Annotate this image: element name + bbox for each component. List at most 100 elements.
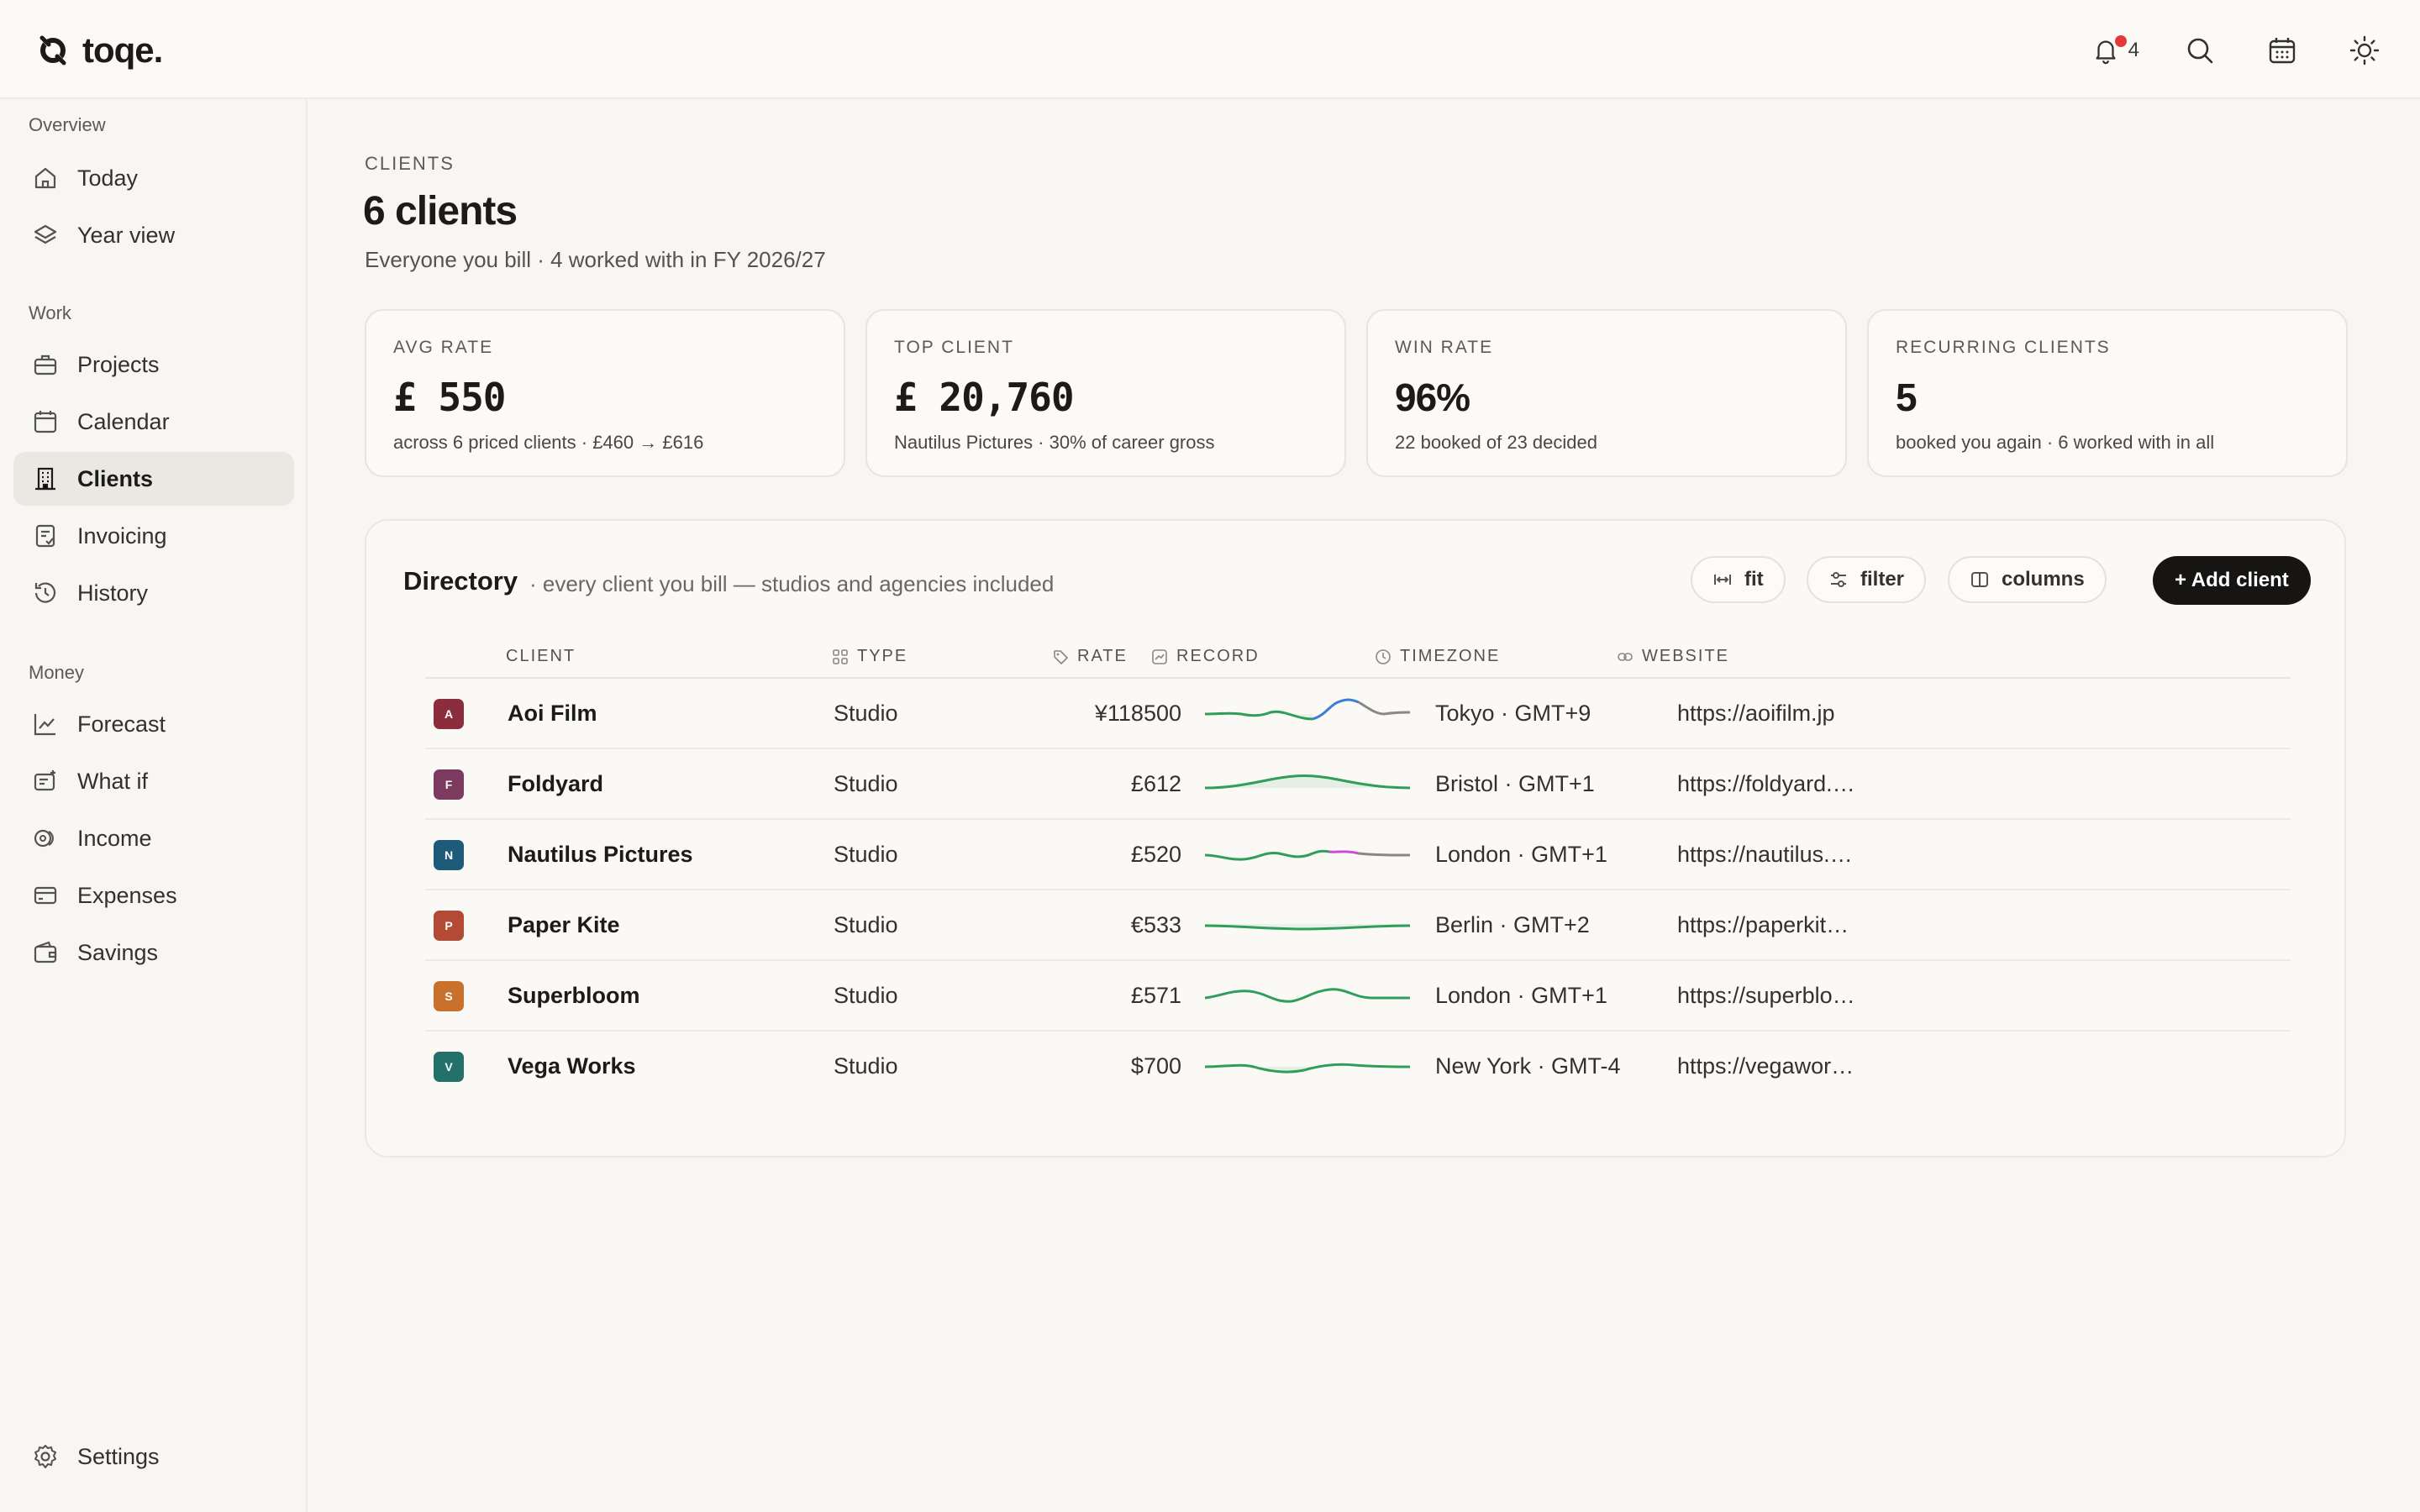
stat-card-recurring-clients: RECURRING CLIENTS 5 booked you again · 6…	[1867, 309, 2348, 477]
column-header-label: TYPE	[857, 647, 908, 665]
client-website-link[interactable]: https://paperkit…	[1677, 912, 1849, 937]
client-timezone: New York · GMT-4	[1435, 1053, 1621, 1079]
column-header-record[interactable]: RECORD	[1151, 647, 1260, 666]
search-button[interactable]	[2178, 29, 2222, 72]
client-website-link[interactable]: https://vegawor…	[1677, 1053, 1854, 1079]
sidebar-item-settings[interactable]: Settings	[13, 1430, 294, 1483]
theme-toggle-button[interactable]	[2343, 29, 2386, 72]
record-sparkline	[1204, 849, 1411, 861]
grid-icon	[833, 648, 848, 664]
columns-button[interactable]: columns	[1948, 556, 2107, 603]
add-client-button[interactable]: + Add client	[2153, 556, 2311, 605]
client-website-link[interactable]: https://superblo…	[1677, 983, 1855, 1008]
record-sparkline	[1204, 774, 1411, 790]
table-row[interactable]: A Aoi Film Studio ¥118500 Tokyo · GMT+9 …	[425, 679, 2291, 749]
coins-icon	[34, 829, 54, 848]
sidebar-item-projects[interactable]: Projects	[13, 338, 294, 391]
page-title: 6 clients	[363, 189, 518, 234]
invoice-icon	[35, 524, 55, 548]
tag-icon	[1054, 649, 1068, 664]
table-row[interactable]: V Vega Works Studio $700 New York · GMT-…	[425, 1032, 2291, 1102]
client-name[interactable]: Superbloom	[508, 983, 640, 1008]
sidebar-item-what-if[interactable]: What if	[13, 754, 294, 808]
record-sparkline	[1204, 988, 1410, 1003]
client-rate: £571	[1130, 983, 1181, 1008]
calendar-icon	[34, 411, 57, 433]
table-header-divider	[425, 677, 2291, 679]
stat-label: WIN RATE	[1395, 338, 1494, 357]
sidebar-item-label: Year view	[77, 222, 176, 248]
column-header-type[interactable]: TYPE	[832, 647, 908, 666]
sidebar-item-label: Invoicing	[77, 522, 167, 549]
sidebar-item-today[interactable]: Today	[13, 151, 294, 205]
sidebar: Overview Today Year view Work Projects C…	[0, 99, 308, 1512]
wallet-icon	[34, 941, 57, 963]
directory-subtitle: · every client you bill — studios and ag…	[529, 571, 1055, 596]
sidebar-item-label: History	[77, 580, 149, 606]
sidebar-item-forecast[interactable]: Forecast	[13, 697, 294, 751]
column-header-label: CLIENT	[506, 647, 576, 665]
top-bar: toqe. 4	[0, 0, 2420, 99]
clock-icon	[1376, 648, 1391, 664]
trend-icon	[34, 714, 55, 736]
history-icon	[34, 582, 56, 603]
sidebar-item-label: Today	[77, 165, 139, 191]
client-rate: £520	[1130, 842, 1181, 867]
client-rate: £612	[1130, 771, 1181, 796]
column-header-timezone[interactable]: TIMEZONE	[1375, 647, 1500, 666]
notifications-button[interactable]: 4	[2091, 29, 2139, 72]
client-name[interactable]: Nautilus Pictures	[508, 842, 693, 867]
sidebar-section-overview: Overview	[29, 114, 106, 135]
stat-label: TOP CLIENT	[894, 338, 1014, 357]
directory-title: Directory	[403, 566, 518, 596]
fit-button[interactable]: fit	[1691, 556, 1786, 603]
table-row[interactable]: P Paper Kite Studio €533 Berlin · GMT+2 …	[425, 890, 2291, 961]
client-timezone: London · GMT+1	[1435, 983, 1607, 1008]
client-name[interactable]: Aoi Film	[508, 701, 597, 726]
record-sparkline	[1204, 1063, 1411, 1074]
filter-button[interactable]: filter	[1807, 556, 1927, 603]
client-type: Studio	[834, 771, 898, 796]
sidebar-item-expenses[interactable]: Expenses	[13, 869, 294, 922]
client-website-link[interactable]: https://aoifilm.jp	[1677, 701, 1835, 726]
sidebar-item-label: Projects	[77, 351, 160, 377]
sidebar-item-year-view[interactable]: Year view	[13, 208, 294, 262]
card-icon	[34, 886, 57, 905]
record-sparkline	[1204, 924, 1411, 931]
sidebar-item-history[interactable]: History	[13, 566, 294, 620]
sidebar-item-clients[interactable]: Clients	[13, 452, 294, 506]
table-row[interactable]: N Nautilus Pictures Studio £520 London ·…	[425, 820, 2291, 890]
client-name[interactable]: Paper Kite	[508, 912, 620, 937]
sidebar-item-label: What if	[77, 768, 149, 794]
app-logo[interactable]: toqe.	[37, 30, 163, 71]
client-name[interactable]: Foldyard	[508, 771, 604, 796]
client-name[interactable]: Vega Works	[508, 1053, 636, 1079]
column-header-website[interactable]: WEBSITE	[1617, 647, 1729, 666]
sidebar-item-label: Expenses	[77, 882, 177, 908]
table-row[interactable]: S Superbloom Studio £571 London · GMT+1 …	[425, 961, 2291, 1032]
client-website-link[interactable]: https://foldyard.…	[1677, 771, 1855, 796]
calendar-icon	[2269, 38, 2296, 64]
logo-icon	[39, 35, 66, 66]
client-avatar: N	[434, 840, 464, 870]
client-timezone: Berlin · GMT+2	[1435, 912, 1590, 937]
table-row[interactable]: F Foldyard Studio £612 Bristol · GMT+1 h…	[425, 749, 2291, 820]
sidebar-section-money: Money	[29, 662, 85, 683]
sidebar-item-calendar[interactable]: Calendar	[13, 395, 294, 449]
calendar-button[interactable]	[2260, 29, 2304, 72]
sidebar-item-invoicing[interactable]: Invoicing	[13, 509, 294, 563]
stat-label: RECURRING CLIENTS	[1896, 338, 2111, 357]
column-header-client[interactable]: CLIENT	[506, 647, 576, 666]
column-header-label: TIMEZONE	[1400, 647, 1501, 665]
sidebar-section-work: Work	[29, 302, 71, 323]
chart-icon	[1152, 648, 1167, 664]
column-header-rate[interactable]: RATE	[1052, 647, 1128, 666]
client-timezone: London · GMT+1	[1435, 842, 1607, 867]
client-avatar: V	[434, 1052, 464, 1082]
bell-icon	[2096, 40, 2116, 65]
client-timezone: Bristol · GMT+1	[1435, 771, 1595, 796]
client-website-link[interactable]: https://nautilus.…	[1677, 842, 1853, 867]
home-icon	[34, 167, 56, 189]
sidebar-item-savings[interactable]: Savings	[13, 926, 294, 979]
sidebar-item-income[interactable]: Income	[13, 811, 294, 865]
